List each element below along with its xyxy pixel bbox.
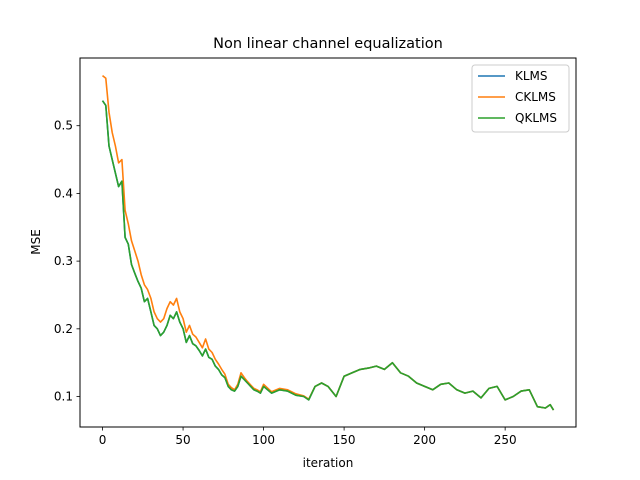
x-axis-label: iteration [303, 456, 354, 470]
y-tick-label: 0.1 [54, 390, 73, 404]
legend-box [471, 64, 570, 133]
y-tick-label: 0.3 [54, 254, 73, 268]
y-axis-ticks: 0.1 0.2 0.3 0.4 0.5 [54, 119, 80, 404]
x-tick-label: 0 [99, 433, 107, 447]
x-tick-label: 50 [175, 433, 190, 447]
x-tick-label: 200 [413, 433, 436, 447]
x-tick-label: 250 [494, 433, 517, 447]
series-line-qklms [101, 100, 555, 411]
legend-label-klms: KLMS [515, 69, 548, 83]
legend: KLMS CKLMS QKLMS [471, 64, 570, 133]
y-tick-label: 0.2 [54, 322, 73, 336]
x-tick-label: 100 [252, 433, 275, 447]
y-tick-label: 0.4 [54, 186, 73, 200]
series-layer [101, 74, 555, 411]
plot-area: 0 50 100 150 200 250 0.1 0.2 0.3 0.4 0.5 [54, 57, 577, 447]
chart-title: Non linear channel equalization [213, 36, 443, 52]
axes-frame [79, 57, 577, 428]
legend-label-cklms: CKLMS [515, 90, 556, 104]
legend-label-qklms: QKLMS [515, 111, 557, 125]
x-tick-label: 150 [333, 433, 356, 447]
y-tick-label: 0.5 [54, 119, 73, 133]
y-axis-label: MSE [29, 229, 43, 255]
legend-items: KLMS CKLMS QKLMS [478, 69, 557, 125]
x-axis-ticks: 0 50 100 150 200 250 [99, 427, 517, 447]
